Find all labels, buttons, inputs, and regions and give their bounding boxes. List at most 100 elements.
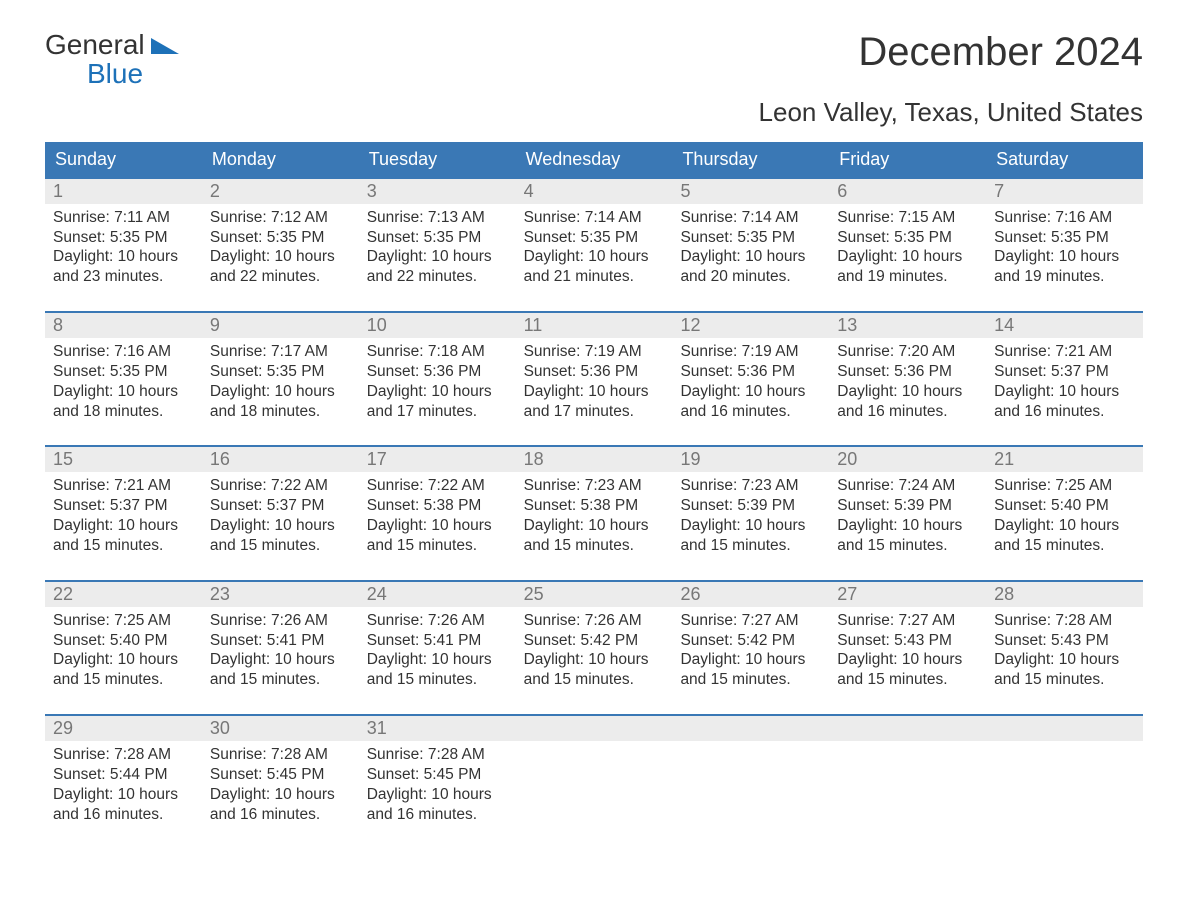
sunrise-value: 7:14 AM bbox=[585, 209, 642, 226]
calendar-day: 3Sunrise: 7:13 AMSunset: 5:35 PMDaylight… bbox=[359, 179, 516, 293]
day-details: Sunrise: 7:14 AMSunset: 5:35 PMDaylight:… bbox=[672, 204, 829, 293]
sunrise-label: Sunrise: bbox=[994, 612, 1055, 629]
sunset-line: Sunset: 5:38 PM bbox=[524, 496, 665, 516]
sunset-line: Sunset: 5:41 PM bbox=[210, 631, 351, 651]
sunset-line: Sunset: 5:38 PM bbox=[367, 496, 508, 516]
sunrise-value: 7:26 AM bbox=[428, 612, 485, 629]
brand-bottom: Blue bbox=[45, 59, 181, 88]
calendar-day: 9Sunrise: 7:17 AMSunset: 5:35 PMDaylight… bbox=[202, 313, 359, 427]
sunrise-line: Sunrise: 7:16 AM bbox=[994, 208, 1135, 228]
day-details: Sunrise: 7:27 AMSunset: 5:42 PMDaylight:… bbox=[672, 607, 829, 696]
sunset-value: 5:35 PM bbox=[424, 229, 482, 246]
day-details: Sunrise: 7:19 AMSunset: 5:36 PMDaylight:… bbox=[672, 338, 829, 427]
day-number: 7 bbox=[986, 179, 1143, 204]
sunrise-line: Sunrise: 7:17 AM bbox=[210, 342, 351, 362]
calendar-day: 1Sunrise: 7:11 AMSunset: 5:35 PMDaylight… bbox=[45, 179, 202, 293]
calendar-week: 8Sunrise: 7:16 AMSunset: 5:35 PMDaylight… bbox=[45, 311, 1143, 427]
daylight-line: Daylight: 10 hours and 18 minutes. bbox=[53, 382, 194, 422]
day-number: 16 bbox=[202, 447, 359, 472]
sunrise-line: Sunrise: 7:19 AM bbox=[680, 342, 821, 362]
day-number: 12 bbox=[672, 313, 829, 338]
sunrise-label: Sunrise: bbox=[680, 477, 741, 494]
day-number: 3 bbox=[359, 179, 516, 204]
day-number bbox=[986, 716, 1143, 741]
sunset-line: Sunset: 5:39 PM bbox=[680, 496, 821, 516]
daylight-label: Daylight: bbox=[524, 651, 589, 668]
sunrise-label: Sunrise: bbox=[524, 343, 585, 360]
daylight-line: Daylight: 10 hours and 15 minutes. bbox=[680, 650, 821, 690]
calendar-day: 20Sunrise: 7:24 AMSunset: 5:39 PMDayligh… bbox=[829, 447, 986, 561]
sunrise-line: Sunrise: 7:27 AM bbox=[837, 611, 978, 631]
sunset-value: 5:35 PM bbox=[110, 229, 168, 246]
daylight-line: Daylight: 10 hours and 23 minutes. bbox=[53, 247, 194, 287]
day-details: Sunrise: 7:28 AMSunset: 5:45 PMDaylight:… bbox=[359, 741, 516, 830]
sunrise-label: Sunrise: bbox=[210, 746, 271, 763]
daylight-line: Daylight: 10 hours and 16 minutes. bbox=[53, 785, 194, 825]
day-details: Sunrise: 7:15 AMSunset: 5:35 PMDaylight:… bbox=[829, 204, 986, 293]
sunrise-label: Sunrise: bbox=[837, 209, 898, 226]
day-number: 17 bbox=[359, 447, 516, 472]
brand-logo: General Blue bbox=[45, 30, 181, 89]
sunset-label: Sunset: bbox=[53, 766, 110, 783]
sunrise-label: Sunrise: bbox=[524, 612, 585, 629]
sunset-line: Sunset: 5:35 PM bbox=[837, 228, 978, 248]
calendar-day: 6Sunrise: 7:15 AMSunset: 5:35 PMDaylight… bbox=[829, 179, 986, 293]
sunset-line: Sunset: 5:44 PM bbox=[53, 765, 194, 785]
daylight-label: Daylight: bbox=[367, 383, 432, 400]
day-number: 8 bbox=[45, 313, 202, 338]
calendar-day: 29Sunrise: 7:28 AMSunset: 5:44 PMDayligh… bbox=[45, 716, 202, 830]
day-number: 10 bbox=[359, 313, 516, 338]
day-number: 11 bbox=[516, 313, 673, 338]
sunrise-value: 7:27 AM bbox=[898, 612, 955, 629]
sunset-label: Sunset: bbox=[680, 632, 737, 649]
daylight-label: Daylight: bbox=[994, 248, 1059, 265]
calendar-day: 11Sunrise: 7:19 AMSunset: 5:36 PMDayligh… bbox=[516, 313, 673, 427]
calendar-day: 18Sunrise: 7:23 AMSunset: 5:38 PMDayligh… bbox=[516, 447, 673, 561]
sunrise-line: Sunrise: 7:25 AM bbox=[53, 611, 194, 631]
sunset-value: 5:41 PM bbox=[267, 632, 325, 649]
sunset-value: 5:37 PM bbox=[110, 497, 168, 514]
sunset-value: 5:42 PM bbox=[737, 632, 795, 649]
calendar-day: 25Sunrise: 7:26 AMSunset: 5:42 PMDayligh… bbox=[516, 582, 673, 696]
daylight-line: Daylight: 10 hours and 15 minutes. bbox=[994, 516, 1135, 556]
calendar-day bbox=[516, 716, 673, 830]
sunset-line: Sunset: 5:36 PM bbox=[837, 362, 978, 382]
daylight-line: Daylight: 10 hours and 15 minutes. bbox=[367, 650, 508, 690]
calendar-day bbox=[986, 716, 1143, 830]
sunset-line: Sunset: 5:43 PM bbox=[837, 631, 978, 651]
sunset-line: Sunset: 5:35 PM bbox=[367, 228, 508, 248]
sunset-label: Sunset: bbox=[367, 766, 424, 783]
daylight-line: Daylight: 10 hours and 22 minutes. bbox=[210, 247, 351, 287]
calendar-grid: SundayMondayTuesdayWednesdayThursdayFrid… bbox=[45, 142, 1143, 831]
sunrise-value: 7:25 AM bbox=[114, 612, 171, 629]
day-number: 30 bbox=[202, 716, 359, 741]
daylight-label: Daylight: bbox=[524, 517, 589, 534]
sunrise-label: Sunrise: bbox=[680, 343, 741, 360]
day-details: Sunrise: 7:28 AMSunset: 5:44 PMDaylight:… bbox=[45, 741, 202, 830]
sunrise-line: Sunrise: 7:13 AM bbox=[367, 208, 508, 228]
sunrise-value: 7:22 AM bbox=[271, 477, 328, 494]
day-details: Sunrise: 7:12 AMSunset: 5:35 PMDaylight:… bbox=[202, 204, 359, 293]
day-number: 19 bbox=[672, 447, 829, 472]
sunrise-value: 7:27 AM bbox=[742, 612, 799, 629]
sunset-value: 5:35 PM bbox=[580, 229, 638, 246]
sunset-line: Sunset: 5:40 PM bbox=[994, 496, 1135, 516]
daylight-line: Daylight: 10 hours and 16 minutes. bbox=[994, 382, 1135, 422]
daylight-label: Daylight: bbox=[367, 786, 432, 803]
calendar-day: 28Sunrise: 7:28 AMSunset: 5:43 PMDayligh… bbox=[986, 582, 1143, 696]
sunrise-label: Sunrise: bbox=[367, 477, 428, 494]
calendar-day: 13Sunrise: 7:20 AMSunset: 5:36 PMDayligh… bbox=[829, 313, 986, 427]
calendar-week: 22Sunrise: 7:25 AMSunset: 5:40 PMDayligh… bbox=[45, 580, 1143, 696]
daylight-label: Daylight: bbox=[680, 651, 745, 668]
daylight-line: Daylight: 10 hours and 15 minutes. bbox=[210, 516, 351, 556]
sunset-line: Sunset: 5:40 PM bbox=[53, 631, 194, 651]
daylight-line: Daylight: 10 hours and 20 minutes. bbox=[680, 247, 821, 287]
sunset-value: 5:36 PM bbox=[737, 363, 795, 380]
day-number: 22 bbox=[45, 582, 202, 607]
sunset-line: Sunset: 5:35 PM bbox=[53, 228, 194, 248]
flag-icon bbox=[151, 30, 181, 59]
sunrise-label: Sunrise: bbox=[53, 746, 114, 763]
day-number: 5 bbox=[672, 179, 829, 204]
daylight-line: Daylight: 10 hours and 19 minutes. bbox=[837, 247, 978, 287]
daylight-label: Daylight: bbox=[994, 651, 1059, 668]
